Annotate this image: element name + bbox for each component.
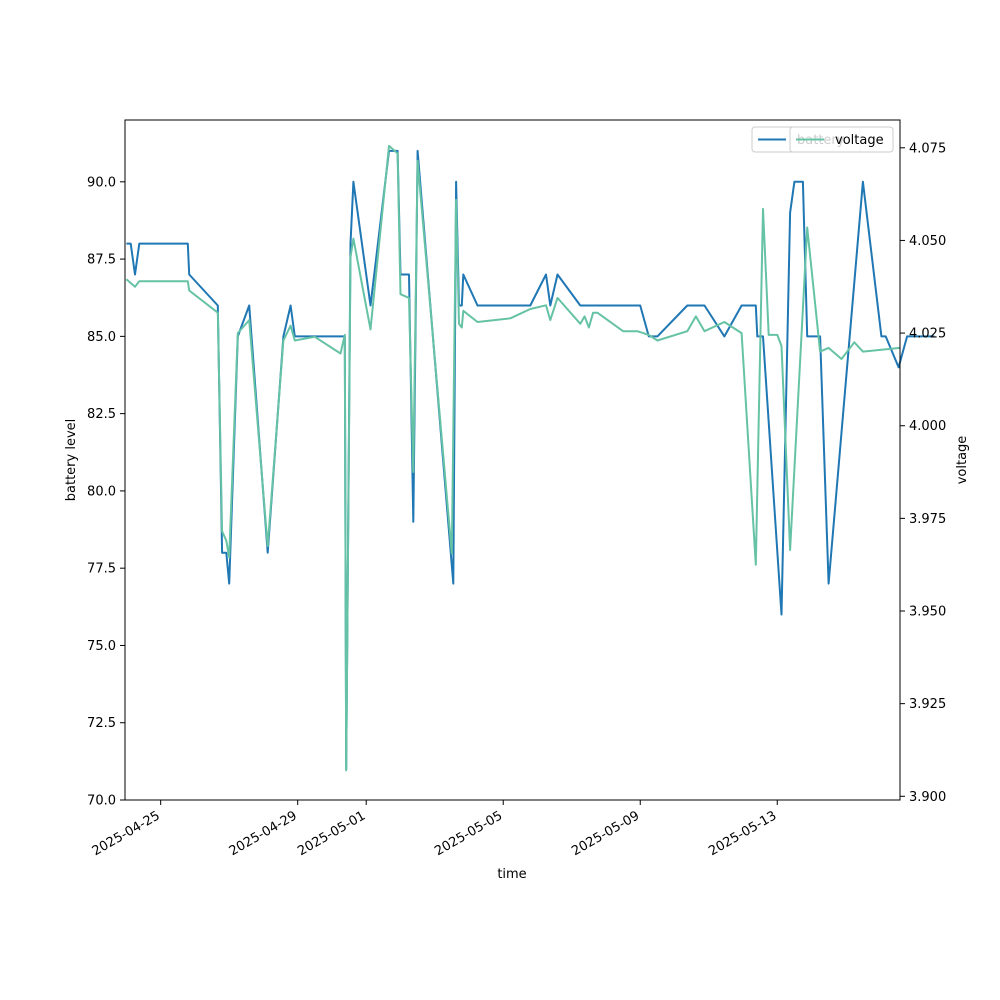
left-y-tick-label: 85.0 [87, 330, 116, 345]
x-tick-label: 2025-05-13 [706, 808, 779, 859]
legend-layer: batteryvoltage [751, 126, 894, 153]
x-tick-label: 2025-04-29 [227, 808, 300, 859]
series-line-voltage [125, 144, 901, 772]
left-y-tick-label: 82.5 [87, 407, 116, 422]
left-y-tick-label: 72.5 [87, 716, 116, 731]
right-y-tick-label: 3.975 [909, 512, 946, 527]
legend-box [789, 126, 894, 153]
x-tick-label: 2025-05-01 [295, 808, 368, 859]
x-tick-label: 2025-04-25 [90, 808, 163, 859]
legend-voltage: voltage [789, 126, 894, 153]
left-y-tick-label: 77.5 [87, 562, 116, 577]
series-line-battery [126, 149, 935, 771]
left-y-tick-label: 75.0 [87, 639, 116, 654]
left-y-axis-label: battery level [64, 419, 79, 502]
right-y-tick-label: 4.000 [909, 419, 946, 434]
left-y-tick-label: 90.0 [87, 175, 116, 190]
plot-frame [124, 119, 901, 801]
left-y-tick-label: 80.0 [87, 484, 116, 499]
right-y-tick-label: 3.900 [909, 790, 946, 805]
right-y-tick-label: 4.050 [909, 234, 946, 249]
left-y-tick-label: 87.5 [87, 253, 116, 268]
x-tick-label: 2025-05-05 [432, 808, 505, 859]
right-y-axis-label: voltage [955, 436, 970, 485]
right-y-tick-label: 4.025 [909, 327, 946, 342]
right-y-axis-ticks: 3.900 3.925 3.950 3.975 4.000 4.025 4.050 4.075 [900, 141, 946, 805]
x-axis-label: time [497, 867, 526, 882]
series-layer [125, 144, 935, 772]
left-y-axis-ticks: 70.0 72.5 75.0 77.5 80.0 82.5 85.0 87.5 90.0 [87, 175, 125, 809]
left-y-tick-label: 70.0 [87, 794, 116, 809]
right-y-tick-label: 3.925 [909, 697, 946, 712]
legend-label-voltage: voltage [835, 133, 884, 148]
x-tick-label: 2025-05-09 [569, 808, 642, 859]
right-y-tick-label: 3.950 [909, 605, 946, 620]
right-y-tick-label: 4.075 [909, 141, 946, 156]
